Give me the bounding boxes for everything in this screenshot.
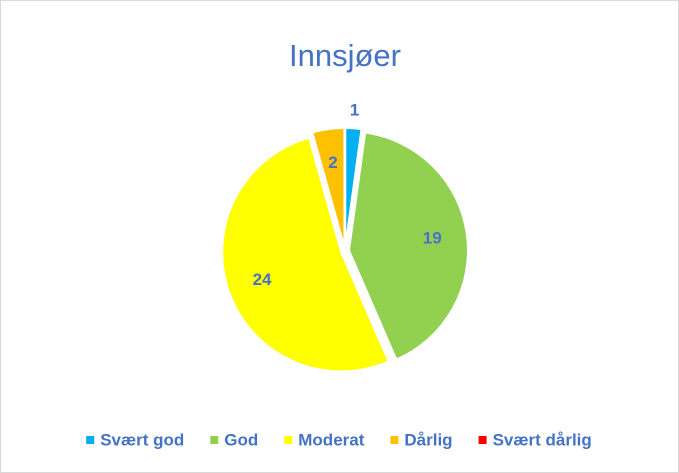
legend-swatch [210, 436, 219, 444]
data-label: 19 [423, 228, 442, 247]
legend-label: Svært dårlig [493, 430, 592, 449]
legend-swatch [478, 436, 487, 444]
legend-swatch [284, 436, 293, 444]
legend-label: Moderat [298, 430, 364, 449]
data-label: 1 [350, 100, 359, 119]
pie-slice [221, 136, 390, 373]
legend-label: God [224, 430, 258, 449]
legend-label: Svært god [100, 430, 184, 449]
pie-slice [347, 131, 469, 361]
legend-swatch [390, 436, 399, 444]
data-label: 24 [253, 270, 272, 289]
legend-swatch [86, 436, 95, 444]
data-label: 2 [328, 153, 337, 172]
chart-title: Innsjøer [289, 38, 401, 73]
legend-label: Dårlig [404, 430, 452, 449]
